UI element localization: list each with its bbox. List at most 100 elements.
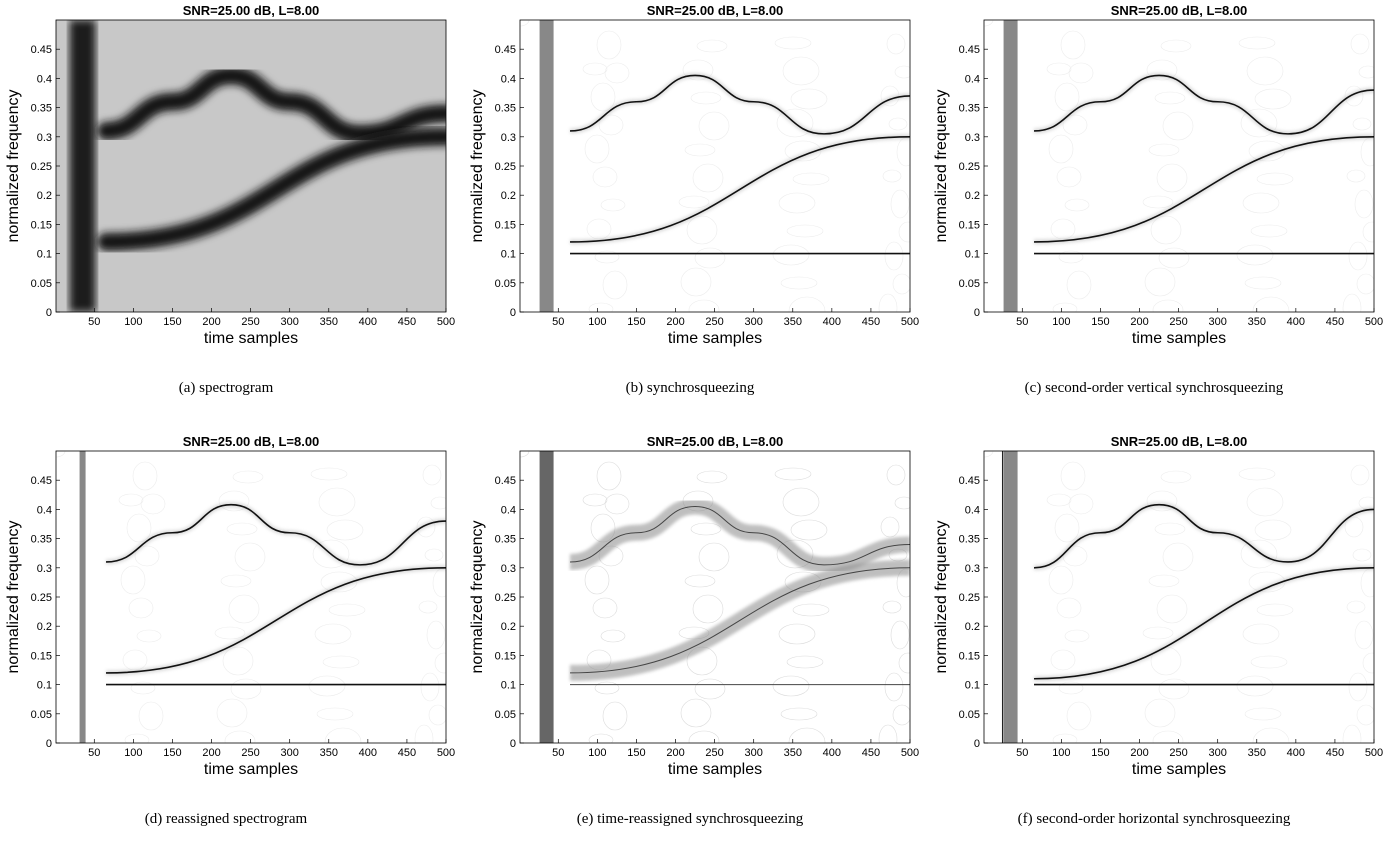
y-axis-label: normalized frequency — [933, 90, 950, 243]
x-tick-label: 100 — [124, 316, 142, 328]
component-sinusoid — [1034, 74, 1374, 135]
component-sinusoid — [570, 74, 910, 135]
chart-title: SNR=25.00 dB, L=8.00 — [1111, 434, 1248, 449]
y-tick-label: 0.35 — [495, 534, 516, 546]
y-tick-label: 0.45 — [495, 44, 516, 56]
y-tick-label: 0.45 — [959, 475, 980, 487]
y-axis-label: normalized frequency — [933, 521, 950, 674]
chart-panel-c: SNR=25.00 dB, L=8.00 50 100 150 200 250 300 350… — [928, 0, 1383, 420]
component-impulse — [539, 20, 554, 312]
x-tick-label: 150 — [1091, 747, 1109, 759]
plot-background — [984, 20, 1374, 312]
x-tick-label: 400 — [823, 747, 841, 759]
component-sinusoid — [97, 66, 446, 143]
figure-caption: (f) second-order horizontal synchrosquee… — [1017, 811, 1291, 827]
x-axis-label: time samples — [1132, 761, 1226, 778]
y-tick-label: 0.4 — [37, 504, 52, 516]
plot-background — [56, 451, 446, 743]
y-tick-label: 0.4 — [501, 504, 516, 516]
y-tick-label: 0.3 — [965, 563, 980, 575]
y-tick-label: 0.15 — [959, 219, 980, 231]
component-chirp — [570, 136, 910, 243]
x-tick-label: 250 — [705, 316, 723, 328]
component-chirp — [106, 567, 446, 674]
x-tick-label: 300 — [1209, 316, 1227, 328]
chart-svg-a: SNR=25.00 dB, L=8.00 50 100 150 200 250 300 350… — [5, 3, 455, 347]
x-tick-label: 350 — [320, 316, 338, 328]
y-tick-label: 0.35 — [31, 103, 52, 115]
x-tick-label: 100 — [124, 747, 142, 759]
y-tick-label: 0.45 — [31, 44, 52, 56]
x-tick-label: 500 — [437, 316, 455, 328]
x-tick-label: 50 — [1016, 747, 1028, 759]
y-tick-label: 0.25 — [959, 592, 980, 604]
plot-background — [520, 20, 910, 312]
x-tick-label: 450 — [1326, 747, 1344, 759]
x-tick-label: 300 — [281, 747, 299, 759]
x-axis-label: time samples — [668, 761, 762, 778]
y-tick-label: 0.05 — [959, 709, 980, 721]
component-chirp — [1034, 136, 1374, 243]
y-tick-label: 0.2 — [37, 190, 52, 202]
x-tick-label: 300 — [281, 316, 299, 328]
noise-texture — [984, 20, 1374, 312]
chart-svg-d: SNR=25.00 dB, L=8.00 50 100 150 200 250 300 350… — [5, 434, 455, 778]
x-tick-label: 500 — [1365, 747, 1383, 759]
y-tick-label: 0.35 — [959, 103, 980, 115]
x-tick-label: 100 — [1052, 316, 1070, 328]
y-tick-label: 0.15 — [495, 650, 516, 662]
y-tick-label: 0.45 — [959, 44, 980, 56]
y-tick-label: 0.05 — [31, 278, 52, 290]
y-tick-label: 0.2 — [965, 190, 980, 202]
y-tick-label: 0.35 — [31, 534, 52, 546]
y-tick-label: 0.4 — [965, 73, 980, 85]
x-tick-label: 450 — [1326, 316, 1344, 328]
y-axis-label: normalized frequency — [5, 521, 22, 674]
y-tick-label: 0.25 — [495, 161, 516, 173]
x-tick-label: 250 — [1169, 316, 1187, 328]
x-axis-label: time samples — [204, 761, 298, 778]
x-tick-label: 500 — [901, 747, 919, 759]
x-tick-label: 350 — [1248, 316, 1266, 328]
y-axis-label: normalized frequency — [469, 521, 486, 674]
x-tick-label: 400 — [359, 316, 377, 328]
tfr-image — [520, 451, 910, 743]
component-impulse — [539, 451, 554, 743]
y-tick-label: 0.3 — [37, 563, 52, 575]
y-tick-label: 0.4 — [965, 504, 980, 516]
x-tick-label: 400 — [1287, 316, 1305, 328]
x-tick-label: 350 — [1248, 747, 1266, 759]
y-axis-label: normalized frequency — [469, 90, 486, 243]
y-tick-label: 0 — [510, 307, 516, 319]
tfr-image — [984, 20, 1374, 312]
component-sinusoid — [106, 503, 446, 566]
x-tick-label: 250 — [705, 747, 723, 759]
x-tick-label: 50 — [552, 316, 564, 328]
y-tick-label: 0.1 — [37, 249, 52, 261]
y-tick-label: 0.4 — [37, 73, 52, 85]
y-tick-label: 0.1 — [965, 249, 980, 261]
plot-background — [984, 451, 1374, 743]
chart-panel-d: SNR=25.00 dB, L=8.00 50 100 150 200 250 300 350… — [0, 431, 455, 851]
y-tick-label: 0.1 — [501, 249, 516, 261]
x-tick-label: 250 — [1169, 747, 1187, 759]
chart-panel-b: SNR=25.00 dB, L=8.00 50 100 150 200 250 300 350… — [464, 0, 919, 420]
x-tick-label: 200 — [1130, 747, 1148, 759]
y-tick-label: 0.4 — [501, 73, 516, 85]
x-axis-label: time samples — [668, 330, 762, 347]
y-tick-label: 0.2 — [501, 190, 516, 202]
chart-svg-f: SNR=25.00 dB, L=8.00 50 100 150 200 250 300 350… — [933, 434, 1383, 778]
figure-caption: (a) spectrogram — [178, 380, 274, 396]
x-tick-label: 150 — [163, 316, 181, 328]
x-tick-label: 400 — [1287, 747, 1305, 759]
x-tick-label: 150 — [163, 747, 181, 759]
component-chirp — [1034, 567, 1374, 680]
y-tick-label: 0.15 — [495, 219, 516, 231]
tfr-image — [984, 451, 1374, 743]
x-tick-label: 350 — [320, 747, 338, 759]
x-tick-label: 150 — [1091, 316, 1109, 328]
chart-panel-a: SNR=25.00 dB, L=8.00 50 100 150 200 250 300 350… — [0, 0, 455, 420]
x-tick-label: 50 — [552, 747, 564, 759]
x-tick-label: 250 — [241, 316, 259, 328]
component-chirp — [570, 567, 910, 674]
